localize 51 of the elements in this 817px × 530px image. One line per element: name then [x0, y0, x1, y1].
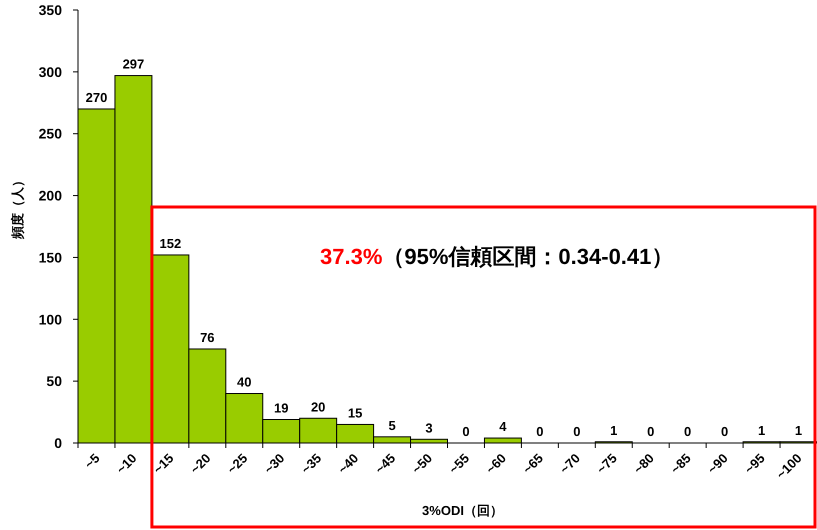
x-tick-label: ~25 — [224, 450, 250, 477]
y-tick-label: 50 — [46, 373, 62, 390]
x-tick-label: ~90 — [704, 450, 731, 477]
data-label: 15 — [348, 405, 362, 420]
data-label: 76 — [200, 330, 215, 345]
data-label: 3 — [425, 420, 433, 436]
x-tick-label: ~10 — [113, 450, 140, 477]
data-label: 297 — [122, 56, 144, 72]
x-tick-label: ~15 — [150, 450, 176, 477]
x-tick-label: ~85 — [668, 450, 694, 477]
x-tick-label: ~60 — [482, 450, 510, 477]
data-label: 0 — [573, 424, 580, 439]
x-tick-label: ~45 — [372, 450, 398, 477]
data-label: 152 — [160, 236, 182, 251]
data-label: 5 — [388, 418, 396, 433]
x-axis-title: 3%ODI（回） — [422, 503, 503, 518]
x-tick-label: ~20 — [187, 450, 214, 477]
x-tick-label: ~30 — [261, 450, 288, 477]
annotation: 37.3% — [320, 244, 382, 269]
data-label: 0 — [462, 424, 470, 439]
data-label: 270 — [86, 90, 108, 105]
x-tick-label: ~75 — [594, 450, 620, 477]
y-tick-label: 200 — [38, 188, 62, 204]
y-tick-label: 150 — [38, 249, 62, 266]
data-label: 0 — [684, 424, 692, 439]
x-tick-label: ~40 — [335, 450, 362, 477]
data-label: 0 — [721, 424, 728, 439]
x-tick-label: ~5 — [82, 450, 103, 472]
data-label: 19 — [274, 400, 288, 416]
x-tick-label: ~80 — [630, 450, 657, 477]
y-tick-label: 250 — [38, 126, 62, 142]
y-tick-label: 100 — [38, 311, 62, 328]
y-tick-label: 350 — [38, 2, 62, 18]
x-tick-label: ~55 — [446, 450, 472, 477]
annotation: （95%信頼区間：0.34-0.41） — [382, 244, 674, 269]
y-axis-title: 頻度（人） — [10, 174, 25, 240]
y-tick-label: 300 — [38, 64, 62, 80]
data-label: 40 — [237, 374, 252, 390]
data-label: 20 — [310, 399, 326, 414]
y-tick-label: 0 — [54, 435, 62, 451]
data-label: 0 — [536, 424, 544, 439]
data-label: 1 — [794, 422, 802, 438]
x-tick-label: ~70 — [556, 450, 583, 477]
x-tick-label: ~95 — [741, 450, 768, 477]
data-label: 4 — [499, 419, 508, 434]
x-tick-label: ~65 — [520, 450, 546, 477]
x-tick-label: ~35 — [298, 450, 324, 477]
x-tick-label: ~50 — [408, 450, 436, 477]
data-label: 0 — [647, 424, 654, 439]
data-label: 1 — [610, 422, 618, 438]
data-label: 1 — [758, 422, 766, 438]
